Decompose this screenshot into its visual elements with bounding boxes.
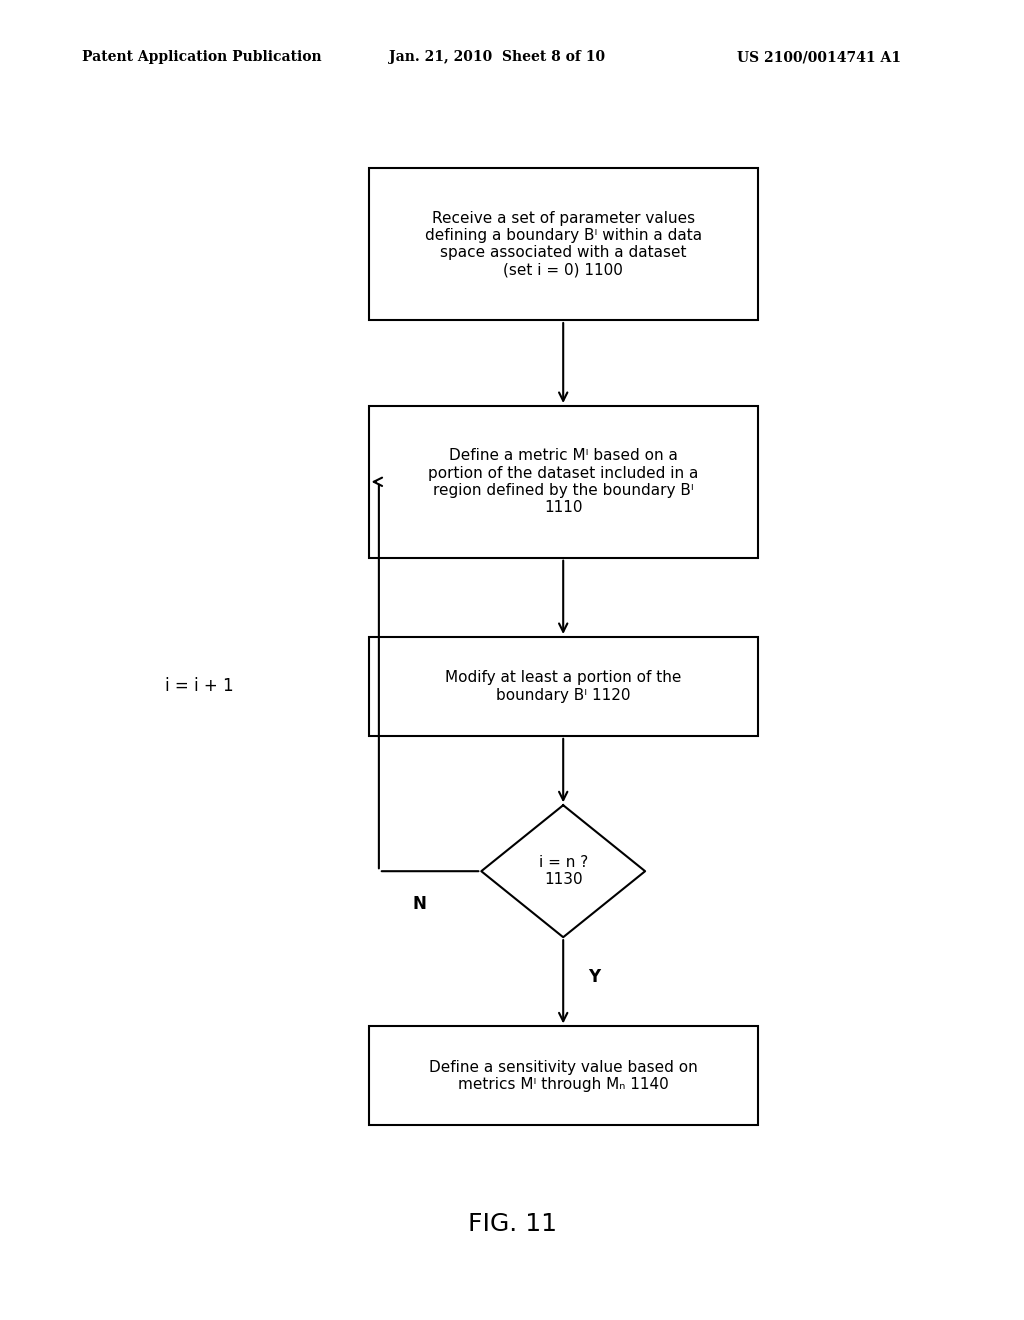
Text: Define a sensitivity value based on
metrics Mᴵ through Mₙ 1140: Define a sensitivity value based on metr… [429, 1060, 697, 1092]
Text: Patent Application Publication: Patent Application Publication [82, 50, 322, 65]
FancyBboxPatch shape [369, 407, 758, 557]
FancyBboxPatch shape [369, 638, 758, 737]
Text: i = i + 1: i = i + 1 [165, 677, 234, 696]
Text: N: N [413, 895, 427, 913]
FancyBboxPatch shape [369, 1027, 758, 1125]
Text: Define a metric Mᴵ based on a
portion of the dataset included in a
region define: Define a metric Mᴵ based on a portion of… [428, 449, 698, 515]
Text: Receive a set of parameter values
defining a boundary Bᴵ within a data
space ass: Receive a set of parameter values defini… [425, 211, 701, 277]
Text: Y: Y [588, 968, 600, 986]
FancyBboxPatch shape [369, 169, 758, 321]
Text: Jan. 21, 2010  Sheet 8 of 10: Jan. 21, 2010 Sheet 8 of 10 [389, 50, 605, 65]
Text: Modify at least a portion of the
boundary Bᴵ 1120: Modify at least a portion of the boundar… [445, 671, 681, 702]
Text: US 2100/0014741 A1: US 2100/0014741 A1 [737, 50, 901, 65]
Text: i = n ?
1130: i = n ? 1130 [539, 855, 588, 887]
Text: FIG. 11: FIG. 11 [468, 1212, 556, 1236]
